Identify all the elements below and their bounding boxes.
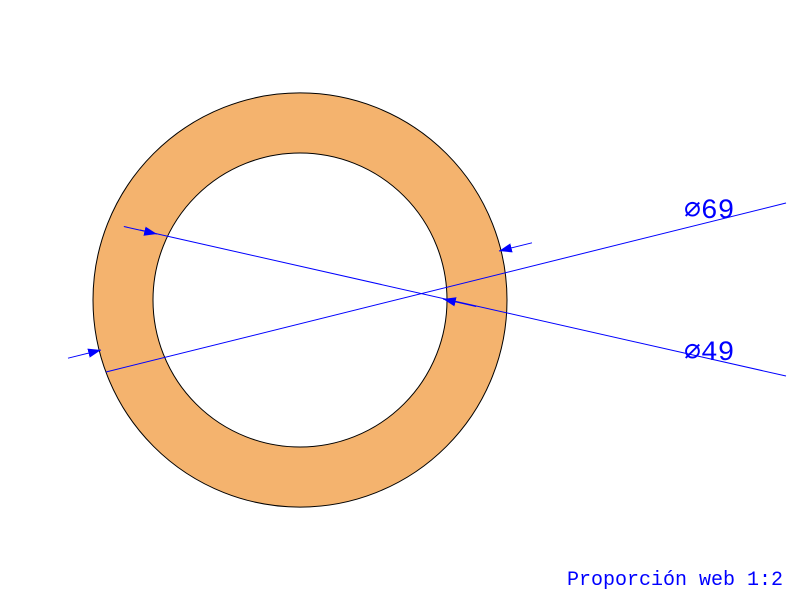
- outer-diameter-label: ⌀69: [684, 196, 734, 227]
- ring-profile: [93, 93, 507, 507]
- scale-caption: Proporción web 1:2: [567, 569, 783, 592]
- inner-diameter-label: ⌀49: [684, 338, 734, 369]
